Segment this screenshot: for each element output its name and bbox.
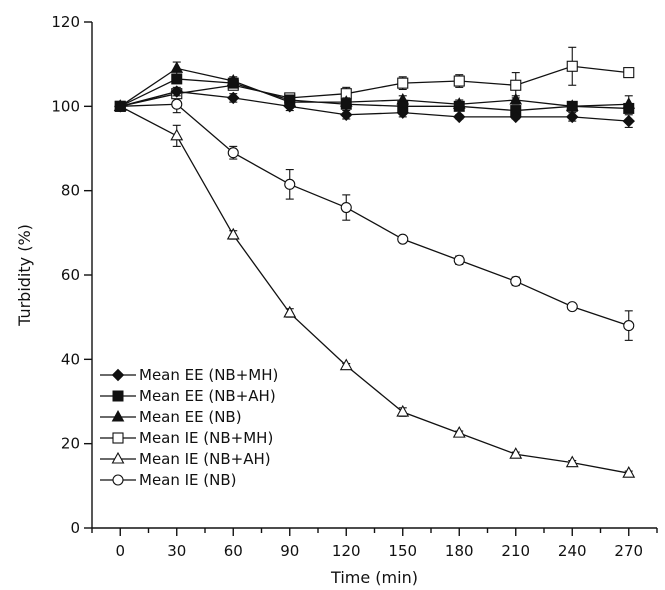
- data-point: [509, 110, 522, 124]
- legend-marker: [112, 390, 124, 402]
- data-point: [227, 147, 239, 159]
- data-point: [170, 128, 184, 141]
- x-tick-label: 150: [388, 542, 417, 560]
- x-tick-label: 240: [558, 542, 587, 560]
- data-point: [453, 110, 466, 124]
- series-4: [114, 46, 635, 112]
- legend-item: Mean EE (NB): [100, 408, 242, 426]
- data-point: [566, 60, 578, 72]
- data-point: [623, 67, 635, 79]
- series-layer: [113, 46, 636, 478]
- x-tick-label: 210: [501, 542, 530, 560]
- series-line: [119, 78, 629, 112]
- data-point: [396, 404, 410, 417]
- legend-label: Mean EE (NB+MH): [139, 366, 278, 384]
- y-tick-label: 100: [51, 97, 80, 115]
- legend-item: Mean IE (NB+AH): [100, 450, 271, 468]
- data-point: [283, 100, 296, 113]
- data-point: [623, 102, 635, 114]
- y-tick-label: 20: [61, 435, 80, 453]
- data-point: [227, 77, 239, 89]
- data-point: [340, 201, 352, 214]
- y-tick-label: 120: [51, 13, 80, 31]
- legend-item: Mean IE (NB+MH): [100, 429, 273, 447]
- legend-marker: [111, 451, 125, 464]
- x-tick-label: 120: [332, 542, 361, 560]
- data-point: [566, 110, 579, 124]
- data-point: [453, 254, 465, 266]
- legend-item: Mean EE (NB+MH): [100, 366, 278, 384]
- x-tick-label: 30: [167, 542, 186, 560]
- legend-item: Mean IE (NB): [100, 471, 237, 489]
- data-point: [340, 108, 353, 121]
- x-axis-title: Time (min): [330, 568, 418, 587]
- y-axis-title: Turbidity (%): [15, 224, 34, 327]
- data-point: [171, 73, 183, 85]
- data-point: [226, 227, 240, 240]
- data-point: [510, 275, 522, 287]
- data-point: [566, 301, 578, 313]
- y-tick-label: 0: [70, 519, 80, 537]
- legend: Mean EE (NB+MH) Mean EE (NB+AH) Mean EE (N…: [100, 366, 278, 489]
- data-point: [283, 305, 297, 318]
- legend-marker: [111, 368, 125, 382]
- data-point: [170, 85, 183, 98]
- legend-marker: [112, 474, 124, 486]
- data-point: [565, 455, 579, 468]
- series-line: [120, 103, 629, 327]
- series-line: [120, 90, 629, 122]
- legend-marker: [112, 432, 124, 444]
- series-line: [119, 67, 629, 107]
- legend-marker: [111, 409, 125, 422]
- data-point: [114, 100, 127, 113]
- x-ticks: 0 30 60 90 120 150 180 210 240 270: [91, 528, 658, 560]
- y-tick-label: 60: [61, 266, 80, 284]
- data-point: [509, 92, 523, 105]
- data-point: [453, 100, 465, 112]
- series-6: [114, 95, 635, 341]
- data-point: [227, 91, 240, 105]
- x-tick-label: 270: [614, 542, 643, 560]
- data-point: [510, 79, 522, 91]
- data-point: [397, 77, 409, 89]
- series-line: [120, 65, 629, 107]
- data-point: [339, 358, 353, 371]
- legend-item: Mean EE (NB+AH): [100, 387, 276, 405]
- data-point: [171, 98, 183, 110]
- data-point: [397, 233, 409, 245]
- legend-label: Mean IE (NB): [139, 471, 237, 489]
- data-point: [452, 425, 466, 438]
- series-line: [119, 105, 629, 474]
- data-point: [622, 114, 635, 128]
- y-ticks: 0 20 40 60 80 100 120: [51, 13, 92, 537]
- data-point: [622, 466, 636, 478]
- data-point: [284, 178, 296, 190]
- x-tick-label: 90: [280, 542, 299, 560]
- axes: 0 20 40 60 80 100 120 0 30 60 90 120 150 180 210 240 27…: [51, 13, 658, 560]
- data-point: [340, 98, 352, 110]
- series-1: [114, 85, 635, 128]
- legend-label: Mean IE (NB+AH): [139, 450, 271, 468]
- data-point: [396, 106, 409, 119]
- data-point: [566, 100, 578, 112]
- y-tick-label: 40: [61, 350, 80, 368]
- legend-label: Mean EE (NB): [139, 408, 242, 426]
- x-tick-label: 0: [115, 542, 125, 560]
- series-2: [114, 73, 635, 117]
- data-point: [170, 61, 184, 73]
- data-point: [453, 75, 465, 87]
- data-point: [509, 447, 523, 459]
- x-tick-label: 60: [224, 542, 243, 560]
- x-tick-label: 180: [445, 542, 474, 560]
- legend-label: Mean IE (NB+MH): [139, 429, 273, 447]
- data-point: [623, 320, 635, 332]
- legend-label: Mean EE (NB+AH): [139, 387, 276, 405]
- y-tick-label: 80: [61, 182, 80, 200]
